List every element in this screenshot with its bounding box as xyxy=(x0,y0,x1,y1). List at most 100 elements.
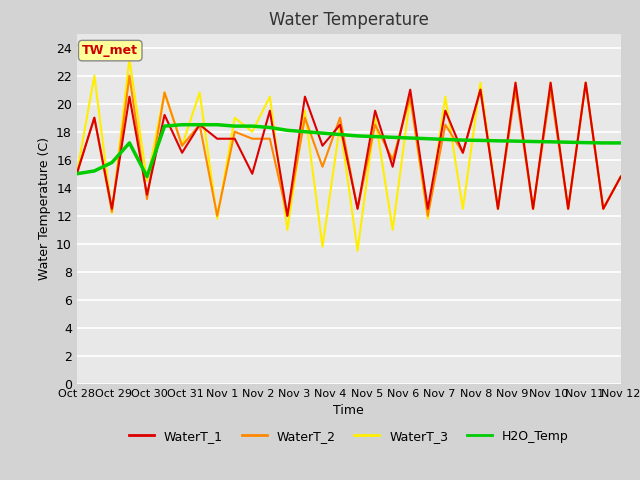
H2O_Temp xyxy=(617,140,625,146)
Legend: WaterT_1, WaterT_2, WaterT_3, H2O_Temp: WaterT_1, WaterT_2, WaterT_3, H2O_Temp xyxy=(124,425,574,448)
WaterT_3 xyxy=(125,56,133,62)
WaterT_2 xyxy=(547,87,554,93)
WaterT_2 xyxy=(406,94,414,99)
WaterT_1 xyxy=(424,206,431,212)
WaterT_3 xyxy=(442,94,449,99)
WaterT_3 xyxy=(617,174,625,180)
H2O_Temp xyxy=(179,122,186,128)
WaterT_2 xyxy=(442,122,449,128)
H2O_Temp xyxy=(477,138,484,144)
WaterT_2 xyxy=(336,115,344,120)
WaterT_3 xyxy=(459,206,467,212)
WaterT_1 xyxy=(617,174,625,180)
H2O_Temp xyxy=(371,134,379,140)
WaterT_2 xyxy=(196,122,204,128)
H2O_Temp xyxy=(547,139,554,144)
WaterT_3 xyxy=(73,171,81,177)
WaterT_1 xyxy=(161,112,168,118)
H2O_Temp xyxy=(161,123,168,129)
Text: TW_met: TW_met xyxy=(82,44,138,57)
H2O_Temp xyxy=(213,122,221,128)
H2O_Temp xyxy=(336,132,344,137)
WaterT_1 xyxy=(143,192,151,198)
WaterT_1 xyxy=(582,80,589,85)
H2O_Temp xyxy=(442,136,449,142)
WaterT_3 xyxy=(161,90,168,96)
WaterT_2 xyxy=(564,206,572,212)
WaterT_1 xyxy=(511,80,519,85)
WaterT_1 xyxy=(336,122,344,128)
H2O_Temp xyxy=(196,122,204,128)
WaterT_2 xyxy=(371,122,379,128)
WaterT_1 xyxy=(529,206,537,212)
H2O_Temp xyxy=(90,168,98,174)
WaterT_2 xyxy=(213,213,221,219)
Line: WaterT_2: WaterT_2 xyxy=(77,76,621,216)
WaterT_3 xyxy=(108,210,116,216)
WaterT_2 xyxy=(354,206,362,212)
H2O_Temp xyxy=(494,138,502,144)
X-axis label: Time: Time xyxy=(333,405,364,418)
H2O_Temp xyxy=(231,123,239,129)
WaterT_3 xyxy=(529,206,537,212)
WaterT_3 xyxy=(371,115,379,120)
WaterT_1 xyxy=(248,171,256,177)
WaterT_1 xyxy=(213,136,221,142)
WaterT_1 xyxy=(371,108,379,114)
WaterT_1 xyxy=(319,143,326,149)
WaterT_1 xyxy=(354,206,362,212)
WaterT_3 xyxy=(564,206,572,212)
H2O_Temp xyxy=(564,139,572,145)
Line: WaterT_3: WaterT_3 xyxy=(77,59,621,251)
WaterT_2 xyxy=(231,129,239,134)
WaterT_2 xyxy=(125,73,133,79)
WaterT_1 xyxy=(108,206,116,212)
WaterT_3 xyxy=(301,108,308,114)
WaterT_3 xyxy=(354,248,362,254)
WaterT_2 xyxy=(319,164,326,169)
WaterT_1 xyxy=(477,87,484,93)
WaterT_2 xyxy=(143,196,151,202)
H2O_Temp xyxy=(600,140,607,146)
WaterT_3 xyxy=(213,216,221,221)
WaterT_2 xyxy=(424,213,431,219)
WaterT_2 xyxy=(511,87,519,93)
WaterT_1 xyxy=(90,115,98,120)
WaterT_2 xyxy=(459,150,467,156)
H2O_Temp xyxy=(73,171,81,177)
H2O_Temp xyxy=(125,140,133,146)
H2O_Temp xyxy=(406,135,414,141)
WaterT_2 xyxy=(477,87,484,93)
WaterT_3 xyxy=(424,216,431,221)
WaterT_2 xyxy=(494,206,502,212)
WaterT_2 xyxy=(284,213,291,219)
WaterT_3 xyxy=(179,143,186,149)
WaterT_3 xyxy=(600,206,607,212)
H2O_Temp xyxy=(319,130,326,136)
H2O_Temp xyxy=(582,140,589,145)
WaterT_3 xyxy=(196,90,204,96)
WaterT_2 xyxy=(600,206,607,212)
WaterT_2 xyxy=(248,136,256,142)
WaterT_1 xyxy=(406,87,414,93)
WaterT_3 xyxy=(143,178,151,184)
WaterT_3 xyxy=(284,227,291,233)
WaterT_3 xyxy=(389,227,397,233)
WaterT_3 xyxy=(494,206,502,212)
WaterT_2 xyxy=(301,115,308,120)
Line: H2O_Temp: H2O_Temp xyxy=(77,125,621,177)
WaterT_3 xyxy=(547,80,554,85)
WaterT_2 xyxy=(617,174,625,180)
H2O_Temp xyxy=(143,174,151,180)
H2O_Temp xyxy=(389,134,397,140)
WaterT_1 xyxy=(231,136,239,142)
WaterT_3 xyxy=(336,122,344,128)
Y-axis label: Water Temperature (C): Water Temperature (C) xyxy=(38,137,51,280)
WaterT_1 xyxy=(266,108,274,114)
WaterT_3 xyxy=(582,80,589,85)
WaterT_2 xyxy=(90,115,98,120)
WaterT_1 xyxy=(389,164,397,169)
WaterT_2 xyxy=(529,206,537,212)
WaterT_1 xyxy=(442,108,449,114)
H2O_Temp xyxy=(511,138,519,144)
